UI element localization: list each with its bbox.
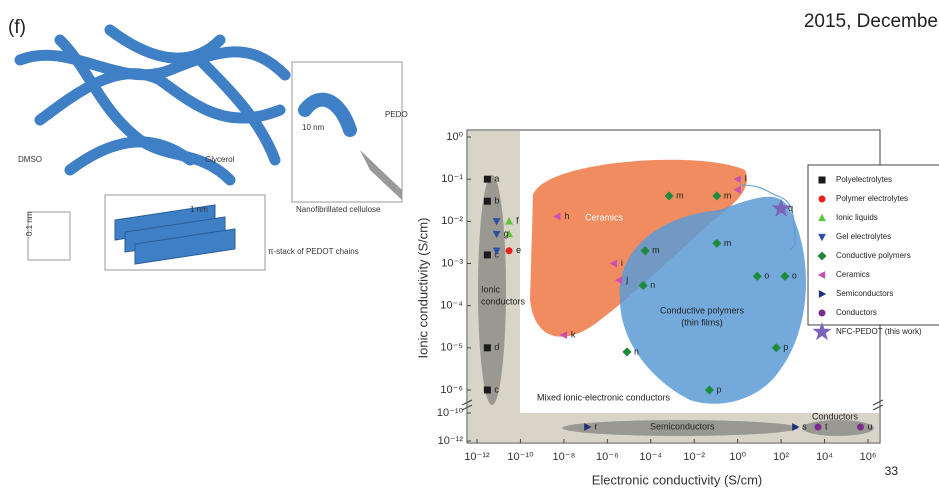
legend-box bbox=[808, 165, 939, 325]
x-tick-label: 10⁻¹² bbox=[464, 451, 490, 463]
page: {"header": {"date": "2015, Decembe", "pa… bbox=[0, 0, 939, 491]
x-tick-label: 10⁻⁴ bbox=[639, 451, 662, 463]
x-tick-label: 10⁻⁸ bbox=[553, 451, 576, 463]
point-label: l bbox=[745, 174, 747, 184]
annotation: Conductors bbox=[812, 411, 859, 421]
point-label: r bbox=[594, 421, 597, 431]
y-tick-label: 10⁻¹² bbox=[438, 435, 464, 447]
x-axis-title: Electronic conductivity (S/cm) bbox=[592, 472, 763, 487]
annotation: Conductive polymers bbox=[660, 305, 745, 315]
x-tick-label: 10⁶ bbox=[860, 451, 877, 463]
point-label: q bbox=[788, 203, 793, 213]
illustration-label: π-stack of PEDOT chains bbox=[268, 247, 359, 256]
page-number: 33 bbox=[885, 464, 899, 478]
point-label: k bbox=[571, 330, 576, 340]
point-label: o bbox=[792, 271, 797, 281]
y-tick-label: 10⁻³ bbox=[441, 257, 463, 269]
legend-label: Ceramics bbox=[836, 270, 870, 279]
point-label: g bbox=[504, 228, 509, 238]
point-label: h bbox=[564, 211, 569, 221]
y-tick-label: 10⁻² bbox=[441, 215, 463, 227]
annotation: Ionic bbox=[481, 284, 501, 294]
point-label: a bbox=[494, 174, 499, 184]
point-label: m bbox=[676, 190, 684, 200]
illustration-label: PEDO bbox=[385, 110, 408, 119]
point-label: d bbox=[494, 342, 499, 352]
y-tick-label: 10⁻⁵ bbox=[440, 342, 463, 354]
illustration-label: 1 nm bbox=[190, 205, 208, 214]
y-tick-label: 10⁻¹⁰ bbox=[437, 407, 464, 419]
point-label: i bbox=[621, 258, 623, 268]
illustration-label: 0.1 nm bbox=[25, 211, 34, 236]
y-tick-label: 10⁻⁶ bbox=[440, 384, 463, 396]
point-label: m bbox=[724, 238, 732, 248]
x-tick-label: 10⁻² bbox=[683, 451, 705, 463]
panel-label: (f) bbox=[8, 17, 26, 38]
illustration bbox=[20, 30, 285, 180]
x-tick-label: 10⁻⁶ bbox=[596, 451, 619, 463]
point-label: o bbox=[764, 271, 769, 281]
point-label: p bbox=[783, 342, 788, 352]
data-point bbox=[484, 251, 491, 258]
point-label: n bbox=[650, 280, 655, 290]
legend-label: Polymer electrolytes bbox=[836, 194, 908, 203]
annotation: (thin films) bbox=[681, 317, 723, 327]
data-point bbox=[484, 176, 491, 183]
legend-marker bbox=[819, 196, 826, 203]
point-label: c bbox=[494, 384, 499, 394]
x-tick-label: 10⁰ bbox=[729, 451, 746, 463]
annotation: conductors bbox=[481, 296, 526, 306]
legend-label: NFC-PEDOT (this work) bbox=[836, 327, 922, 336]
legend-label: Gel electrolytes bbox=[836, 232, 891, 241]
y-tick-label: 10⁻¹ bbox=[441, 173, 463, 185]
point-label: b bbox=[494, 196, 499, 206]
data-point bbox=[506, 247, 513, 254]
inset-box bbox=[28, 212, 70, 260]
data-point bbox=[484, 387, 491, 394]
x-tick-label: 10² bbox=[773, 451, 789, 463]
point-label: j bbox=[625, 275, 628, 285]
legend-label: Conductors bbox=[836, 308, 877, 317]
legend-label: Conductive polymers bbox=[836, 251, 911, 260]
legend-marker bbox=[819, 310, 826, 317]
illustration-label: Nanofibrillated cellulose bbox=[296, 205, 381, 214]
data-point bbox=[484, 344, 491, 351]
slide: 2015, Decembe (f) 33 DMSO Glycerol 10 nm… bbox=[0, 0, 939, 491]
legend-label: Semiconductors bbox=[836, 289, 893, 298]
point-label: e bbox=[516, 245, 521, 255]
point-label: s bbox=[802, 421, 807, 431]
x-tick-label: 10⁴ bbox=[816, 451, 833, 463]
illustration-label: DMSO bbox=[18, 155, 42, 164]
date: 2015, Decembe bbox=[804, 11, 938, 32]
illustration-label: Glycerol bbox=[205, 155, 235, 164]
data-point bbox=[857, 424, 864, 431]
y-axis-title: Ionic conductivity (S/cm) bbox=[415, 218, 430, 359]
y-tick-label: 10⁰ bbox=[446, 131, 463, 143]
point-label: m bbox=[724, 190, 732, 200]
annotation: Ceramics bbox=[585, 212, 624, 222]
annotation: Mixed ionic-electronic conductors bbox=[537, 392, 671, 402]
fiber bbox=[110, 30, 220, 58]
data-point bbox=[815, 424, 822, 431]
x-tick-label: 10⁻¹⁰ bbox=[507, 451, 534, 463]
legend-label: Ionic liquids bbox=[836, 213, 878, 222]
y-tick-label: 10⁻⁴ bbox=[440, 300, 463, 312]
legend-marker bbox=[819, 177, 826, 184]
legend-label: Polyelectrolytes bbox=[836, 175, 892, 184]
data-point bbox=[484, 198, 491, 205]
illustration-label: 10 nm bbox=[302, 123, 325, 132]
point-label: m bbox=[652, 245, 660, 255]
point-label: n bbox=[634, 346, 639, 356]
point-label: p bbox=[716, 384, 721, 394]
point-label: u bbox=[867, 421, 872, 431]
annotation: Semiconductors bbox=[650, 421, 715, 431]
